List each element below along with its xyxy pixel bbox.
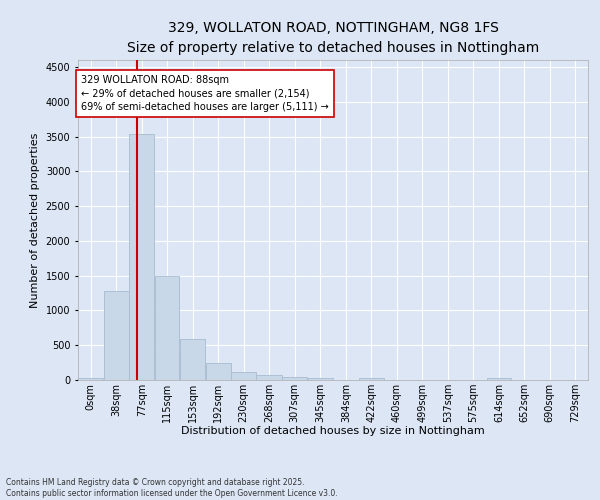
Bar [256, 375, 282, 380]
Bar [359, 378, 383, 380]
Bar [78, 378, 103, 380]
Text: 329 WOLLATON ROAD: 88sqm
← 29% of detached houses are smaller (2,154)
69% of sem: 329 WOLLATON ROAD: 88sqm ← 29% of detach… [82, 76, 329, 112]
Bar [206, 363, 230, 380]
Bar [283, 376, 307, 380]
Bar [130, 134, 154, 380]
Y-axis label: Number of detached properties: Number of detached properties [30, 132, 40, 308]
Bar [104, 291, 129, 380]
Text: Contains HM Land Registry data © Crown copyright and database right 2025.
Contai: Contains HM Land Registry data © Crown c… [6, 478, 338, 498]
Bar [180, 339, 205, 380]
Title: 329, WOLLATON ROAD, NOTTINGHAM, NG8 1FS
Size of property relative to detached ho: 329, WOLLATON ROAD, NOTTINGHAM, NG8 1FS … [127, 21, 539, 54]
Bar [487, 378, 511, 380]
Bar [231, 372, 256, 380]
X-axis label: Distribution of detached houses by size in Nottingham: Distribution of detached houses by size … [181, 426, 485, 436]
Bar [308, 378, 333, 380]
Bar [155, 276, 179, 380]
